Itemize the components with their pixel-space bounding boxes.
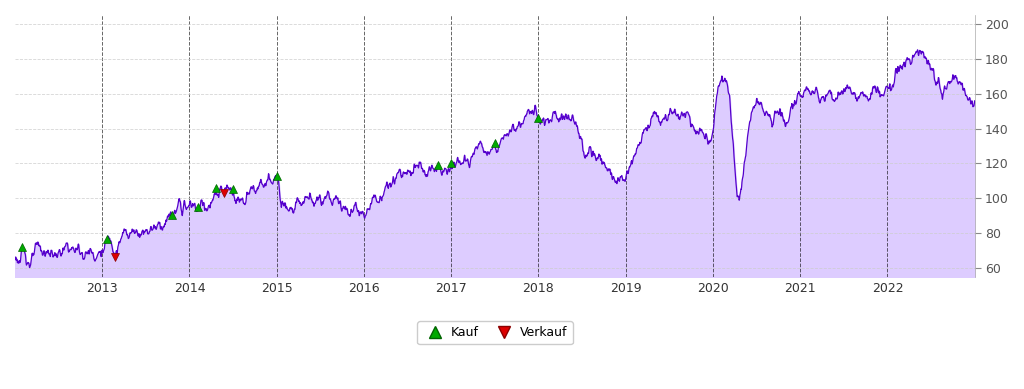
Legend: Kauf, Verkauf: Kauf, Verkauf [417,321,572,344]
